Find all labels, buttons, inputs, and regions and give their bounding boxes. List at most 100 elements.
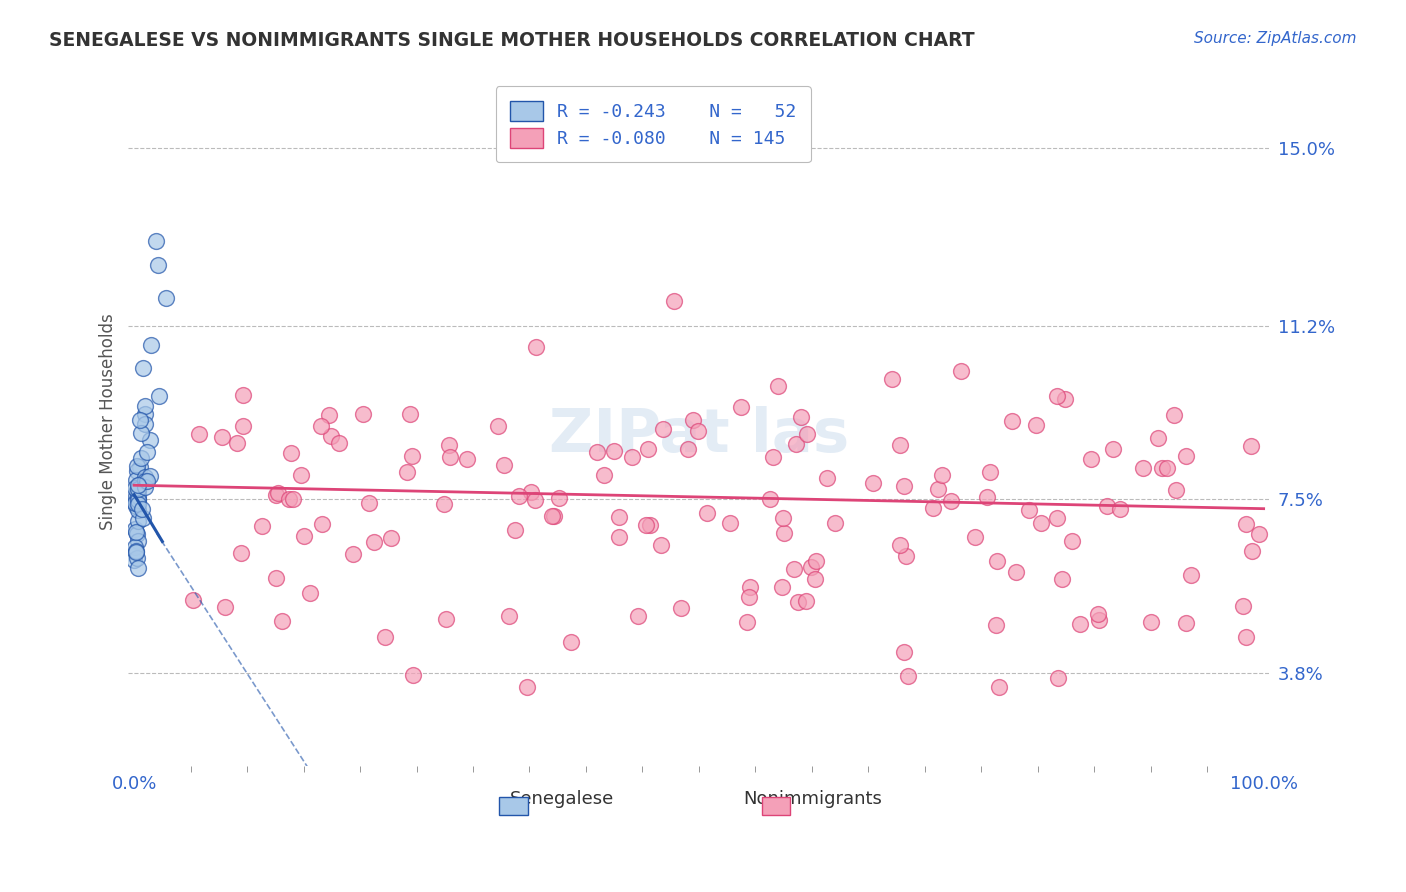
Point: [357, 495, 380, 509]
Point: [1234, 516, 1257, 531]
Point: [125, 499, 148, 513]
Point: [889, 537, 911, 551]
Text: Senegalese: Senegalese: [510, 790, 614, 808]
Point: [129, 450, 152, 465]
Point: [1080, 452, 1102, 467]
Point: [1087, 607, 1109, 621]
Point: [1140, 615, 1163, 629]
Point: [976, 490, 998, 504]
Point: [737, 590, 759, 604]
Point: [586, 445, 609, 459]
Text: Nonimmigrants: Nonimmigrants: [744, 790, 883, 808]
Point: [311, 517, 333, 532]
Point: [231, 546, 253, 560]
Point: [508, 489, 530, 503]
Point: [134, 470, 156, 484]
Point: [139, 469, 162, 483]
Point: [135, 445, 157, 459]
Point: [671, 600, 693, 615]
Point: [638, 518, 661, 533]
Point: [139, 433, 162, 447]
Point: [516, 680, 538, 694]
Point: [927, 482, 949, 496]
Point: [124, 495, 146, 509]
Point: [1152, 461, 1174, 475]
Point: [211, 430, 233, 444]
Point: [399, 408, 422, 422]
Point: [1069, 616, 1091, 631]
Point: [921, 500, 943, 515]
Point: [494, 458, 516, 472]
Point: [125, 483, 148, 497]
Point: [1164, 483, 1187, 497]
Point: [124, 481, 146, 495]
Point: [1062, 533, 1084, 548]
Point: [1249, 526, 1271, 541]
Point: [252, 519, 274, 533]
Point: [145, 235, 167, 249]
Point: [772, 511, 794, 525]
Point: [498, 608, 520, 623]
Point: [634, 517, 657, 532]
Point: [146, 258, 169, 272]
Point: [127, 483, 149, 498]
Point: [696, 506, 718, 520]
Point: [1045, 511, 1067, 525]
Point: [607, 510, 630, 524]
Point: [1174, 450, 1197, 464]
Point: [637, 442, 659, 456]
Point: [627, 609, 650, 624]
Point: [965, 530, 987, 544]
Point: [139, 337, 162, 351]
Point: [949, 364, 972, 378]
Point: [125, 544, 148, 558]
Point: [897, 668, 920, 682]
Point: [718, 516, 741, 530]
Point: [815, 471, 838, 485]
Point: [1132, 460, 1154, 475]
Point: [662, 293, 685, 308]
Point: [280, 446, 302, 460]
Point: [524, 340, 547, 354]
Point: [128, 460, 150, 475]
Point: [592, 467, 614, 482]
Point: [127, 534, 149, 549]
Point: [650, 537, 672, 551]
Point: [129, 426, 152, 441]
Point: [740, 580, 762, 594]
Point: [603, 443, 626, 458]
Point: [758, 492, 780, 507]
Point: [894, 549, 917, 563]
Point: [290, 467, 312, 482]
Point: [352, 407, 374, 421]
Point: [1234, 631, 1257, 645]
Point: [796, 426, 818, 441]
Point: [543, 509, 565, 524]
Point: [1101, 442, 1123, 456]
Point: [125, 473, 148, 487]
Point: [309, 418, 332, 433]
Point: [607, 530, 630, 544]
Point: [880, 372, 903, 386]
Point: [127, 478, 149, 492]
Point: [893, 645, 915, 659]
Point: [134, 407, 156, 421]
Point: [676, 442, 699, 456]
Point: [1163, 408, 1185, 422]
Point: [127, 527, 149, 541]
Text: ZIPat las: ZIPat las: [548, 406, 849, 466]
Point: [281, 491, 304, 506]
Point: [785, 437, 807, 451]
Point: [127, 489, 149, 503]
Point: [931, 468, 953, 483]
Point: [292, 529, 315, 543]
Point: [735, 615, 758, 629]
Point: [183, 593, 205, 607]
Point: [682, 412, 704, 426]
Point: [434, 612, 457, 626]
Point: [541, 509, 564, 524]
Point: [264, 488, 287, 502]
Point: [380, 531, 402, 545]
Point: [456, 451, 478, 466]
Point: [125, 484, 148, 499]
